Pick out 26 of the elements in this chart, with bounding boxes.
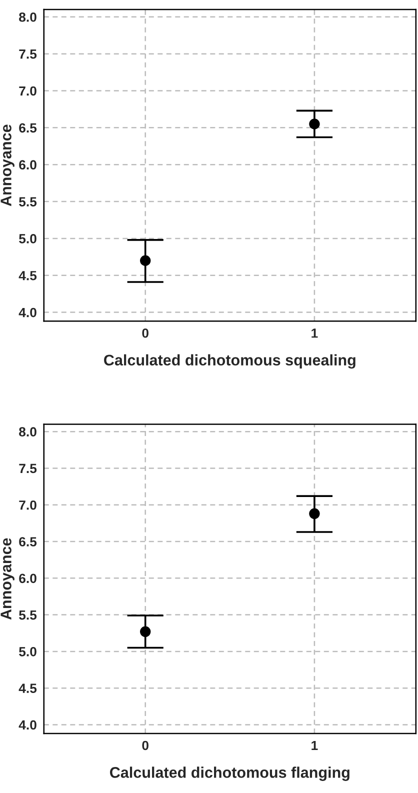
y-tick-label: 8.0 [19, 427, 36, 436]
y-tick-label: 8.0 [19, 12, 36, 22]
y-tick-label: 7.5 [19, 464, 37, 474]
y-tick-label: 5.5 [19, 610, 37, 620]
y-tick-label: 6.5 [19, 537, 37, 546]
y-axis-title: Annoyance [0, 538, 14, 620]
x-axis-title: Calculated dichotomous squealing [104, 354, 356, 369]
y-tick-label: 7.0 [19, 86, 36, 96]
x-axis-title: Calculated dichotomous flanging [110, 766, 350, 781]
y-tick-label: 4.5 [18, 271, 37, 280]
y-axis-title: Annoyance [0, 124, 14, 206]
y-tick-label: 6.0 [19, 574, 36, 584]
y-tick-label: 5.0 [19, 647, 36, 656]
y-tick-label: 7.5 [19, 50, 37, 59]
x-tick-label: 1 [312, 328, 318, 338]
y-tick-label: 6.5 [19, 123, 37, 133]
y-tick-label: 5.5 [19, 197, 37, 206]
x-tick-label: 0 [142, 740, 148, 750]
y-tick-label: 7.0 [19, 500, 36, 510]
x-tick-label: 0 [142, 328, 148, 338]
y-tick-label: 4.0 [18, 308, 36, 318]
y-tick-label: 4.0 [18, 720, 36, 730]
y-tick-label: 6.0 [19, 160, 36, 170]
y-tick-label: 4.5 [18, 684, 37, 693]
y-tick-label: 5.0 [19, 234, 36, 244]
x-tick-label: 1 [312, 740, 318, 750]
